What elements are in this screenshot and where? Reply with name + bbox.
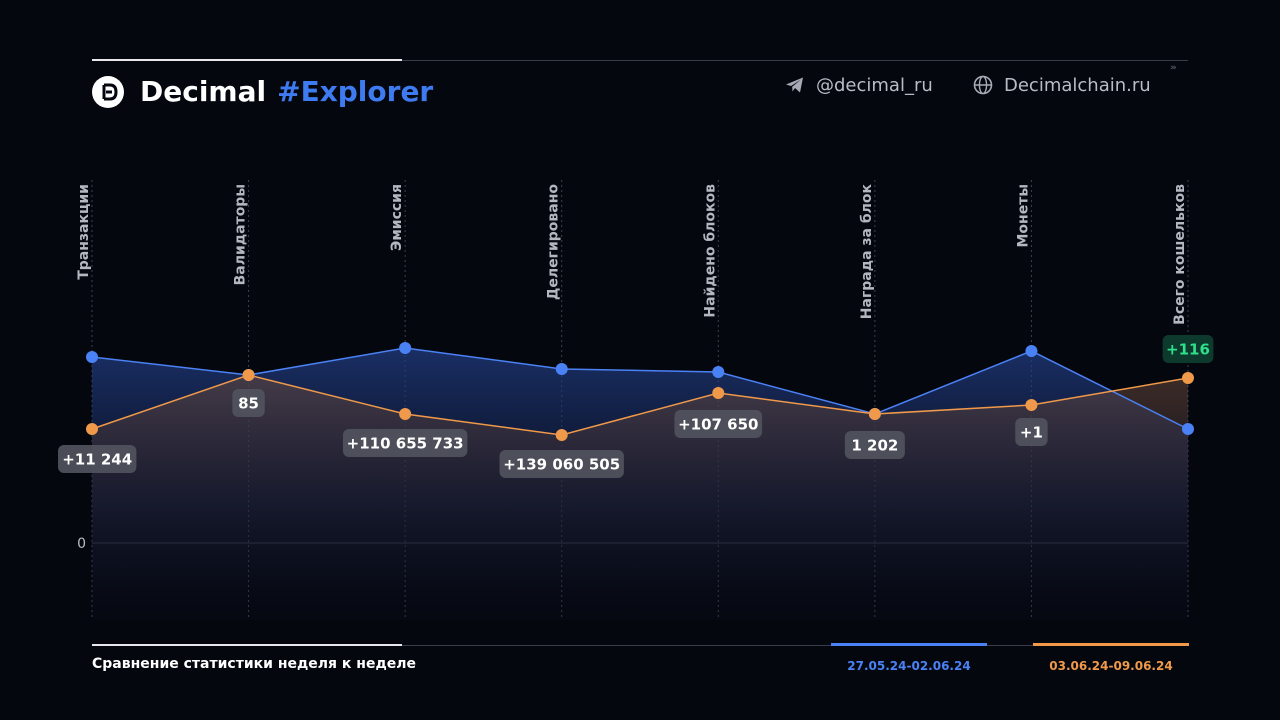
data-point-series-2 [242, 369, 255, 381]
website-url: Decimalchain.ru [1004, 74, 1151, 96]
category-label: Эмиссия [389, 184, 405, 251]
data-point-series-1 [399, 342, 412, 354]
brand-hashtag: #Explorer [277, 75, 434, 108]
svg-text:+110 655 733: +110 655 733 [347, 435, 464, 453]
data-label: +139 060 505 [499, 450, 624, 478]
svg-text:+1: +1 [1020, 424, 1043, 442]
data-point-series-1 [1182, 423, 1194, 435]
data-point-series-2 [86, 423, 98, 435]
brand: Decimal #Explorer [92, 75, 433, 108]
svg-text:85: 85 [238, 395, 259, 413]
telegram-handle: @decimal_ru [816, 74, 933, 96]
bottom-rule-accent [92, 644, 402, 646]
data-point-series-2 [868, 408, 881, 420]
data-label: +107 650 [674, 410, 763, 438]
highlight-data-label: +116 [1162, 335, 1214, 363]
legend-entry-week-1: 27.05.24-02.06.24 [831, 643, 987, 673]
website-link[interactable]: Decimalchain.ru [972, 74, 1151, 96]
category-label: Делегировано [546, 184, 562, 300]
data-label: +11 244 [58, 445, 137, 473]
globe-icon [972, 74, 994, 96]
decimal-logo-icon [92, 75, 124, 108]
data-point-series-1 [555, 363, 568, 375]
chart-caption: Сравнение статистики неделя к неделе [92, 656, 416, 672]
bottom-rule [402, 645, 1188, 646]
data-point-series-2 [399, 408, 412, 420]
telegram-link[interactable]: @decimal_ru [784, 74, 933, 96]
category-label: Найдено блоков [702, 184, 718, 318]
data-label: 85 [232, 389, 265, 417]
top-rule [402, 60, 1188, 61]
legend-swatch-orange [1033, 643, 1189, 646]
chevrons-right-icon: ››› [1170, 63, 1177, 73]
brand-name: Decimal [140, 75, 267, 108]
svg-text:+107 650: +107 650 [678, 416, 758, 434]
data-point-series-2 [1025, 399, 1038, 411]
svg-text:+139 060 505: +139 060 505 [503, 456, 620, 474]
legend-label-week-1: 27.05.24-02.06.24 [847, 659, 971, 673]
legend-entry-week-2: 03.06.24-09.06.24 [1033, 643, 1189, 673]
data-point-series-2 [712, 387, 725, 399]
data-label: +1 [1015, 418, 1048, 446]
data-point-series-1 [1025, 345, 1038, 357]
svg-text:+116: +116 [1166, 341, 1210, 359]
category-label: Транзакции [76, 184, 92, 280]
category-label: Награда за блок [859, 184, 875, 320]
category-label: Всего кошельков [1172, 184, 1188, 325]
category-label: Монеты [1015, 184, 1031, 248]
top-rule-accent [92, 59, 402, 61]
data-point-series-1 [712, 366, 725, 378]
data-point-series-2 [1182, 372, 1194, 384]
series-line-1 [91, 347, 1189, 430]
data-point-series-1 [86, 351, 98, 363]
data-label: 1 202 [844, 431, 905, 459]
legend-swatch-blue [831, 643, 987, 646]
svg-text:1 202: 1 202 [851, 437, 898, 455]
data-label: +110 655 733 [342, 429, 468, 457]
data-point-series-2 [555, 429, 568, 441]
series-line-2 [91, 374, 1189, 436]
y-tick-label: 0 [77, 536, 86, 552]
legend-label-week-2: 03.06.24-09.06.24 [1049, 659, 1173, 673]
svg-text:+11 244: +11 244 [62, 451, 132, 469]
category-label: Валидаторы [233, 184, 249, 285]
telegram-plane-icon [784, 74, 806, 96]
